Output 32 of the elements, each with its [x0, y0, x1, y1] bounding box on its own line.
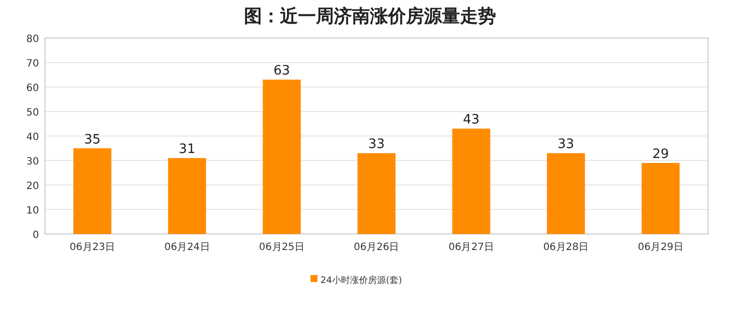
- y-tick-label: 10: [26, 206, 39, 216]
- y-tick-label: 50: [26, 108, 39, 118]
- data-label: 63: [274, 64, 290, 79]
- y-tick-label: 40: [26, 132, 39, 143]
- y-tick-label: 0: [32, 230, 39, 241]
- y-tick-label: 80: [26, 34, 39, 45]
- x-tick-label: 06月29日: [638, 242, 684, 253]
- data-label: 33: [558, 137, 574, 152]
- legend-label: 24小时涨价房源(套): [320, 275, 402, 286]
- x-tick-label: 06月27日: [448, 242, 494, 253]
- data-label: 29: [652, 146, 669, 162]
- bar: [358, 153, 396, 234]
- y-tick-label: 20: [26, 181, 39, 192]
- data-label: 35: [84, 132, 101, 148]
- bar: [262, 80, 301, 234]
- bar: [546, 153, 585, 234]
- y-tick-label: 30: [26, 156, 39, 168]
- y-tick-label: 70: [26, 58, 39, 70]
- bar: [642, 162, 680, 234]
- data-label: 33: [368, 137, 385, 152]
- data-label: 43: [462, 112, 480, 128]
- chart-title: 图：近一周济南涨价房源量走势: [244, 6, 496, 27]
- x-tick-label: 06月26日: [354, 242, 400, 253]
- data-label: 31: [178, 142, 196, 158]
- bar: [73, 148, 112, 234]
- x-tick-label: 06月23日: [70, 242, 116, 253]
- y-tick-label: 60: [26, 83, 39, 94]
- x-tick-label: 06月25日: [259, 242, 305, 253]
- bar: [452, 128, 490, 234]
- bar: [168, 158, 206, 234]
- x-tick-label: 06月24日: [164, 242, 210, 253]
- x-tick-label: 06月28日: [543, 242, 589, 253]
